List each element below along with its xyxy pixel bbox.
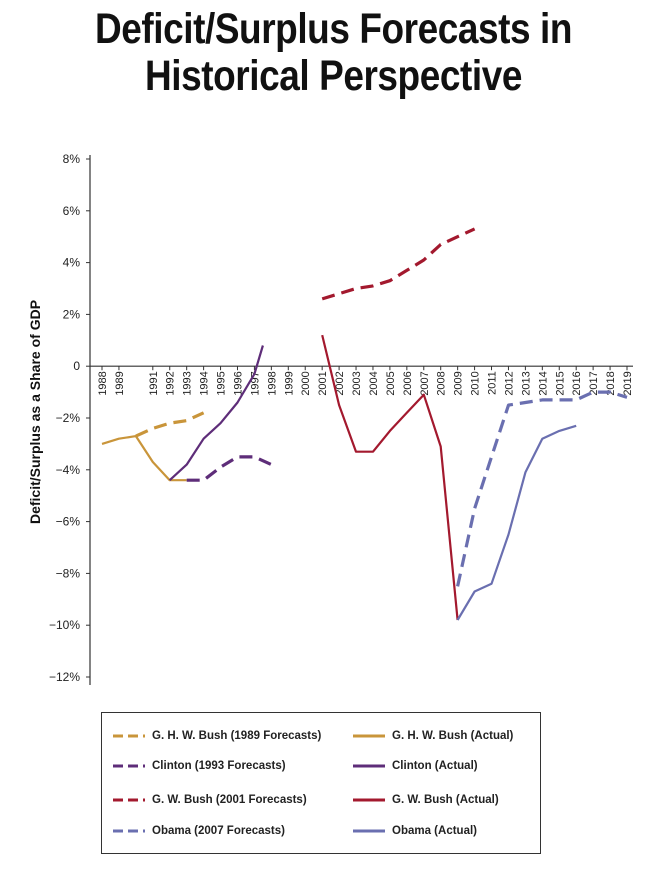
y-tick-label: −10% [49, 618, 80, 632]
x-tick-label: 1997 [249, 371, 261, 395]
x-tick-label: 2019 [622, 371, 634, 395]
x-tick-label: 2017 [588, 371, 600, 395]
legend-item-clinton-forecasts: Clinton (1993 Forecasts) [112, 757, 286, 775]
x-tick-label: 1988 [97, 371, 109, 395]
y-tick-label: −12% [49, 670, 80, 684]
y-tick-label: 2% [63, 307, 81, 321]
x-tick-label: 1992 [165, 371, 177, 395]
series-line-ghwbush-forecast [135, 411, 205, 438]
chart-title: Deficit/Surplus Forecasts in Historical … [0, 6, 667, 100]
y-axis: 8% 6% 4% 2% 0 −2% −4% −6% −8% −10% −12% [49, 152, 91, 685]
x-tick-label: 1995 [216, 371, 228, 395]
y-axis-label: Deficit/Surplus as a Share of GDP [27, 300, 43, 524]
legend-swatch [113, 829, 145, 833]
x-tick-label: 2012 [503, 371, 515, 395]
legend-swatch [113, 798, 145, 802]
legend-label: Clinton (1993 Forecasts) [152, 760, 286, 772]
x-tick-label: 2014 [537, 371, 549, 395]
y-tick-label: 0 [73, 359, 80, 373]
legend-swatch [353, 798, 385, 802]
y-tick-label: −8% [56, 566, 81, 580]
x-tick-label: 2007 [419, 371, 431, 395]
y-tick-label: 6% [63, 204, 81, 218]
legend-label: G. W. Bush (Actual) [392, 794, 499, 806]
x-tick-label: 2015 [554, 371, 566, 395]
y-tick-label: −4% [56, 463, 81, 477]
legend-item-obama-actual: Obama (Actual) [352, 822, 477, 840]
series-line-clinton-forecast [186, 455, 273, 482]
x-tick-label: 2004 [368, 371, 380, 395]
x-tick-label: 1996 [232, 371, 244, 395]
series-line-obama-forecast [456, 390, 628, 587]
y-tick-label: −2% [56, 411, 81, 425]
x-tick-label: 2008 [436, 371, 448, 395]
x-tick-label: 2006 [402, 371, 414, 395]
x-tick-label: 1991 [148, 371, 160, 395]
series-line-ghwbush-actual [101, 435, 187, 482]
legend-swatch [353, 764, 385, 768]
x-tick-label: 2001 [317, 371, 329, 395]
x-tick-label: 1989 [114, 371, 126, 395]
x-tick-label: 2009 [453, 371, 465, 395]
x-tick-label: 2013 [520, 371, 532, 395]
x-axis: 1988 1989 1991 1992 1993 1994 1995 1996 1997 1998… [90, 365, 634, 396]
y-tick-label: 8% [63, 152, 81, 166]
legend-item-ghwbush-actual: G. H. W. Bush (Actual) [352, 727, 513, 745]
series-line-clinton-actual [168, 345, 264, 482]
legend-item-obama-forecasts: Obama (2007 Forecasts) [112, 822, 285, 840]
chart-title-line-2: Historical Perspective [145, 52, 522, 100]
chart-legend: G. H. W. Bush (1989 Forecasts) G. H. W. … [101, 712, 541, 854]
x-tick-label: 1998 [266, 371, 278, 395]
legend-swatch [353, 734, 385, 738]
y-tick-label: −6% [56, 515, 81, 529]
legend-label: G. H. W. Bush (Actual) [392, 730, 514, 742]
y-tick-label: 4% [63, 256, 81, 270]
legend-label: Obama (2007 Forecasts) [152, 825, 285, 837]
x-tick-label: 2005 [385, 371, 397, 395]
legend-swatch [113, 764, 145, 768]
x-tick-label: 2003 [351, 371, 363, 395]
legend-item-ghwbush-forecasts: G. H. W. Bush (1989 Forecasts) [112, 727, 321, 745]
series-line-obama-actual [456, 424, 577, 621]
legend-item-gwbush-forecasts: G. W. Bush (2001 Forecasts) [112, 791, 307, 809]
legend-item-clinton-actual: Clinton (Actual) [352, 757, 478, 775]
legend-label: G. W. Bush (2001 Forecasts) [152, 794, 307, 806]
legend-swatch [113, 734, 145, 738]
x-tick-label: 2000 [300, 371, 312, 395]
legend-swatch [353, 829, 385, 833]
series-layer [101, 227, 628, 621]
legend-label: G. H. W. Bush (1989 Forecasts) [152, 730, 322, 742]
x-tick-label: 2016 [571, 371, 583, 395]
series-line-gwbush-actual [321, 334, 459, 621]
chart-title-line-1: Deficit/Surplus Forecasts in [94, 5, 573, 53]
legend-item-gwbush-actual: G. W. Bush (Actual) [352, 791, 499, 809]
x-tick-label: 2011 [487, 371, 499, 395]
x-tick-label: 1994 [199, 371, 211, 395]
deficit-surplus-chart: 8%6%4%2%0−2%−4%−6%−8%−10%−12% 1988 1989 19… [27, 152, 634, 685]
x-tick-label: 2010 [470, 371, 482, 395]
x-tick-label: 1999 [283, 371, 295, 395]
x-tick-label: 1993 [182, 371, 194, 395]
x-tick-label: 2002 [334, 371, 346, 395]
legend-label: Clinton (Actual) [392, 760, 478, 772]
x-tick-label: 2018 [605, 371, 617, 395]
series-line-gwbush-forecast [321, 227, 476, 301]
legend-label: Obama (Actual) [392, 825, 477, 837]
